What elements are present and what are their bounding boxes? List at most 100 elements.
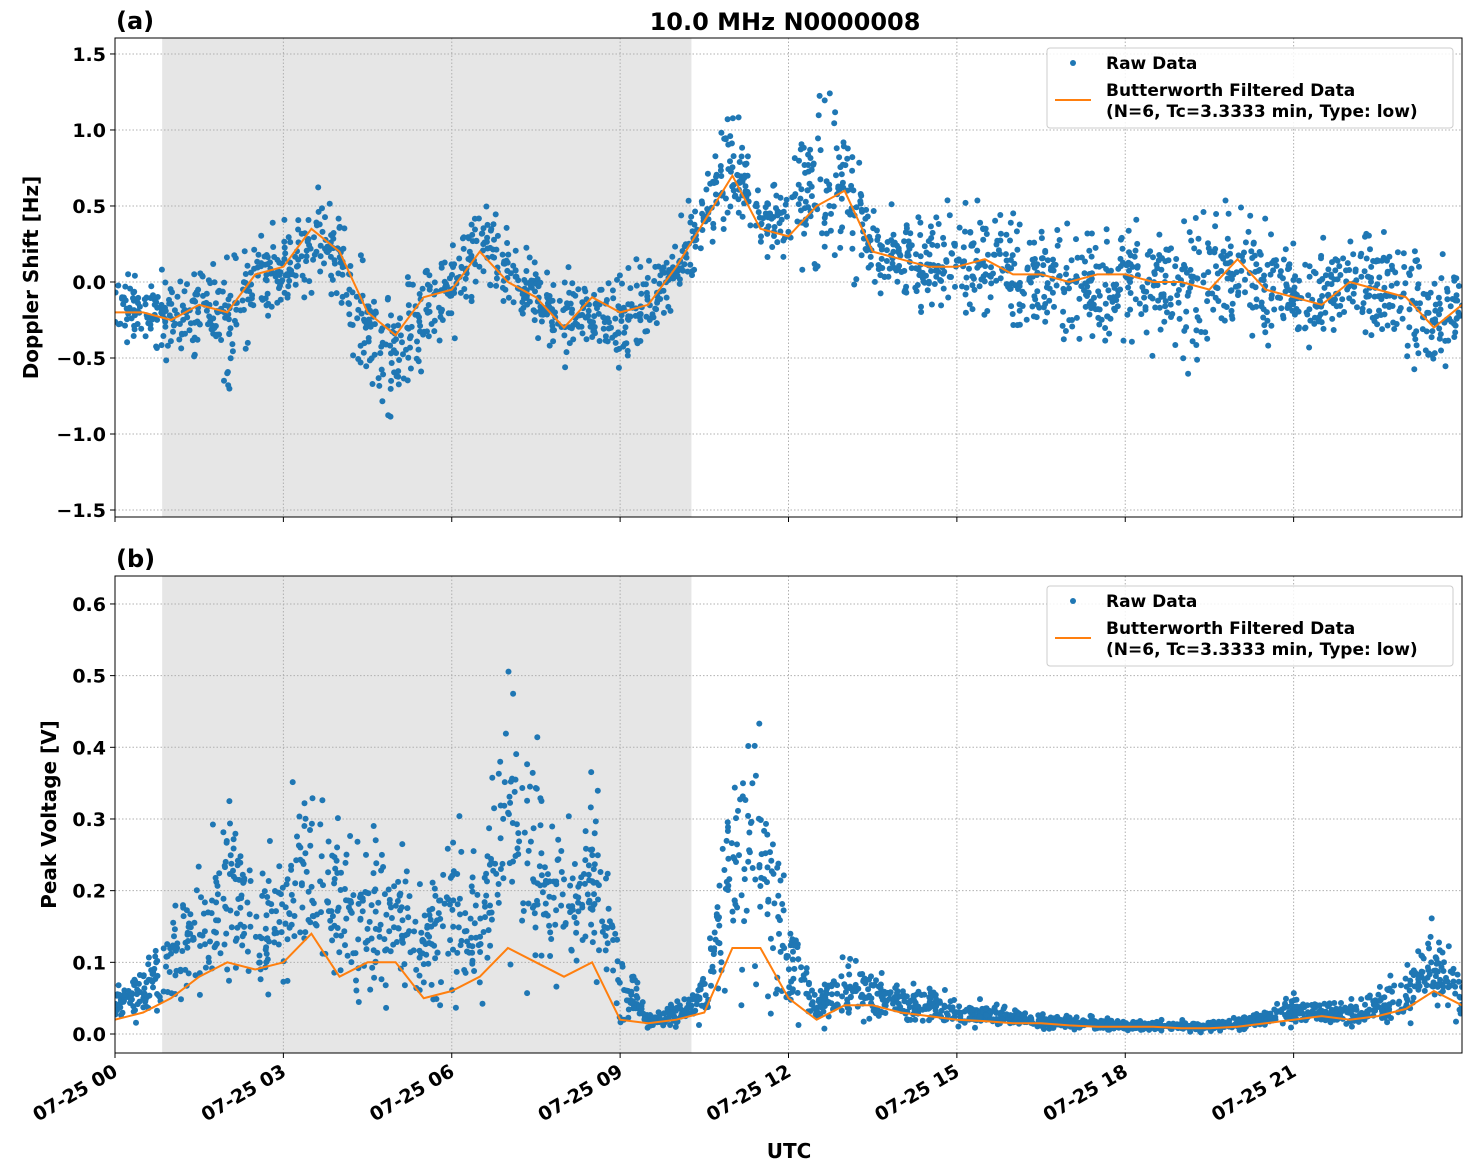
raw-data-point bbox=[781, 945, 788, 951]
raw-data-point bbox=[1353, 1003, 1359, 1010]
raw-data-point bbox=[1175, 299, 1182, 306]
raw-data-point bbox=[265, 878, 272, 884]
raw-data-point bbox=[537, 822, 544, 829]
raw-data-point bbox=[807, 146, 814, 153]
raw-data-point bbox=[576, 880, 583, 887]
raw-data-point bbox=[1103, 238, 1110, 245]
raw-data-point bbox=[1062, 328, 1069, 334]
raw-data-point bbox=[1454, 315, 1460, 321]
raw-data-point bbox=[246, 867, 253, 874]
raw-data-point bbox=[418, 929, 425, 936]
raw-data-point bbox=[1313, 303, 1320, 310]
raw-data-point bbox=[591, 328, 598, 335]
raw-data-point bbox=[1031, 293, 1038, 300]
raw-data-point bbox=[1105, 287, 1112, 294]
raw-data-point bbox=[118, 1012, 125, 1018]
raw-data-point bbox=[1242, 276, 1248, 283]
raw-data-point bbox=[789, 986, 796, 993]
raw-data-point bbox=[548, 936, 555, 942]
raw-data-point bbox=[1026, 239, 1033, 246]
raw-data-point bbox=[834, 982, 841, 989]
raw-data-point bbox=[197, 270, 204, 277]
raw-data-point bbox=[746, 829, 753, 836]
raw-data-point bbox=[366, 319, 373, 326]
raw-data-point bbox=[928, 268, 935, 274]
raw-data-point bbox=[1119, 245, 1126, 252]
raw-data-point bbox=[581, 880, 588, 887]
raw-data-point bbox=[154, 1007, 160, 1014]
raw-data-point bbox=[926, 1004, 933, 1011]
raw-data-point bbox=[410, 947, 417, 954]
raw-data-point bbox=[184, 314, 191, 321]
raw-data-point bbox=[969, 306, 976, 313]
raw-data-point bbox=[339, 271, 346, 278]
raw-data-point bbox=[1262, 215, 1269, 222]
raw-data-point bbox=[395, 322, 402, 329]
raw-data-point bbox=[956, 1009, 963, 1016]
raw-data-point bbox=[605, 280, 612, 287]
raw-data-point bbox=[905, 238, 912, 245]
raw-data-point bbox=[990, 270, 996, 277]
raw-data-point bbox=[512, 853, 519, 859]
raw-data-point bbox=[558, 848, 565, 854]
raw-data-point bbox=[882, 1010, 889, 1016]
raw-data-point bbox=[1144, 251, 1151, 258]
raw-data-point bbox=[1439, 251, 1446, 258]
raw-data-point bbox=[621, 340, 628, 347]
raw-data-point bbox=[355, 999, 362, 1005]
raw-data-point bbox=[1063, 264, 1070, 271]
raw-data-point bbox=[1381, 311, 1388, 318]
raw-data-point bbox=[247, 878, 254, 884]
y-tick-label: −0.5 bbox=[56, 348, 106, 370]
raw-data-point bbox=[512, 273, 519, 280]
raw-data-point bbox=[115, 289, 119, 296]
raw-data-point bbox=[1334, 276, 1341, 283]
raw-data-point bbox=[196, 931, 203, 938]
raw-data-point bbox=[205, 321, 211, 328]
raw-data-point bbox=[665, 303, 672, 310]
raw-data-point bbox=[482, 914, 488, 921]
raw-data-point bbox=[1003, 281, 1010, 288]
raw-data-point bbox=[751, 742, 758, 749]
raw-data-point bbox=[569, 875, 576, 882]
raw-data-point bbox=[1091, 294, 1097, 301]
raw-data-point bbox=[407, 333, 414, 340]
raw-data-point bbox=[278, 929, 285, 936]
raw-data-point bbox=[640, 1010, 647, 1017]
raw-data-point bbox=[885, 273, 892, 280]
raw-data-point bbox=[179, 948, 186, 954]
raw-data-point bbox=[505, 294, 512, 301]
raw-data-point bbox=[538, 318, 545, 325]
raw-data-point bbox=[888, 201, 895, 208]
raw-data-point bbox=[938, 302, 945, 309]
raw-data-point bbox=[874, 990, 881, 997]
raw-data-point bbox=[828, 210, 834, 217]
raw-data-point bbox=[956, 224, 963, 231]
raw-data-point bbox=[618, 318, 625, 324]
raw-data-point bbox=[806, 994, 813, 1001]
raw-data-point bbox=[1164, 309, 1170, 316]
raw-data-point bbox=[420, 979, 427, 986]
raw-data-point bbox=[598, 286, 605, 293]
raw-data-point bbox=[766, 210, 773, 217]
raw-data-point bbox=[301, 800, 308, 807]
raw-data-point bbox=[472, 226, 478, 233]
raw-data-point bbox=[575, 908, 582, 915]
raw-data-point bbox=[624, 352, 631, 359]
raw-data-point bbox=[1016, 307, 1023, 314]
raw-data-point bbox=[758, 874, 765, 881]
raw-data-point bbox=[233, 306, 240, 313]
raw-data-point bbox=[1088, 253, 1095, 260]
raw-data-point bbox=[932, 267, 939, 274]
raw-data-point bbox=[124, 339, 131, 346]
raw-data-point bbox=[608, 922, 615, 929]
raw-data-point bbox=[250, 302, 257, 309]
raw-data-point bbox=[992, 217, 999, 224]
raw-data-point bbox=[393, 336, 399, 343]
raw-data-point bbox=[142, 301, 149, 308]
raw-data-point bbox=[158, 342, 165, 349]
raw-data-point bbox=[333, 857, 340, 864]
raw-data-point bbox=[1120, 337, 1127, 344]
raw-data-point bbox=[1038, 228, 1045, 235]
raw-data-point bbox=[1249, 332, 1256, 339]
